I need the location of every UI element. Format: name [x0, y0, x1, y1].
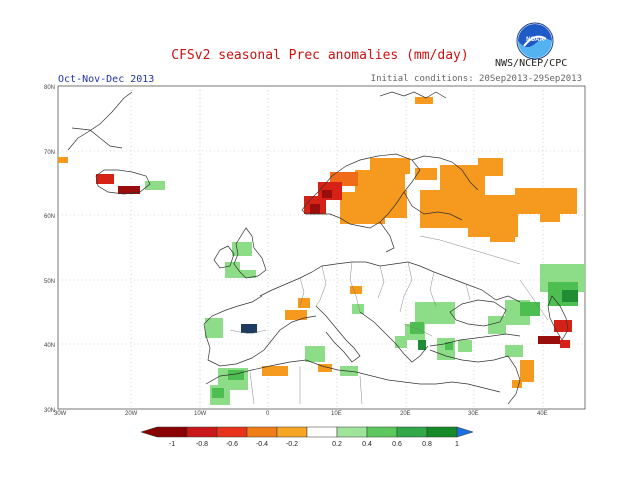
colorbar-label: -0.4: [256, 441, 268, 448]
colorbar-label: 0.4: [362, 441, 372, 448]
colorbar-segment: [276, 426, 308, 438]
noaa-logo-icon: NOAA: [516, 22, 554, 60]
lon-label: 20W: [125, 411, 138, 417]
agency-label: NWS/NCEP/CPC: [495, 58, 568, 69]
colorbar-label: 0.2: [332, 441, 342, 448]
colorbar-left-arrow: [140, 426, 158, 438]
colorbar-label: -0.2: [286, 441, 298, 448]
colorbar: [140, 426, 474, 438]
colorbar-segment: [156, 426, 188, 438]
lat-label: 80N: [44, 85, 55, 91]
anomaly-green-cells: [212, 282, 578, 398]
colorbar-segment: [186, 426, 218, 438]
colorbar-segment: [396, 426, 428, 438]
lon-label: 20E: [400, 411, 411, 417]
lat-label: 60N: [44, 214, 55, 220]
initial-conditions-label: Initial conditions: 20Sep2013-29Sep2013: [370, 74, 582, 84]
colorbar-label: 0.6: [392, 441, 402, 448]
lon-label: 30W: [54, 411, 67, 417]
colorbar-segment: [366, 426, 398, 438]
season-label: Oct-Nov-Dec 2013: [58, 74, 155, 85]
noaa-logo-text: NOAA: [526, 37, 544, 43]
lon-label: 10W: [194, 411, 207, 417]
colorbar-label: 0.8: [422, 441, 432, 448]
colorbar-segment: [246, 426, 278, 438]
colorbar-right-arrow: [456, 426, 474, 438]
colorbar-label: 1: [455, 441, 459, 448]
lon-label: 30E: [468, 411, 479, 417]
colorbar-label: -0.8: [196, 441, 208, 448]
lon-label: 0: [266, 411, 270, 417]
lat-label: 50N: [44, 279, 55, 285]
lon-label: 40E: [537, 411, 548, 417]
lat-label: 40N: [44, 343, 55, 349]
colorbar-segment: [336, 426, 368, 438]
chart-title: CFSv2 seasonal Prec anomalies (mm/day): [171, 48, 469, 63]
colorbar-segment: [216, 426, 248, 438]
colorbar-segment: [426, 426, 458, 438]
lon-label: 10E: [331, 411, 342, 417]
anomaly-orange-cells: [58, 97, 577, 388]
country-borders: [229, 235, 549, 405]
colorbar-segment: [306, 426, 338, 438]
colorbar-label: -0.6: [226, 441, 238, 448]
colorbar-label: -1: [169, 441, 175, 448]
anomaly-navy-cell: [241, 324, 257, 333]
lat-label: 70N: [44, 150, 55, 156]
lat-label: 30N: [44, 408, 55, 414]
coastlines: [67, 91, 569, 405]
